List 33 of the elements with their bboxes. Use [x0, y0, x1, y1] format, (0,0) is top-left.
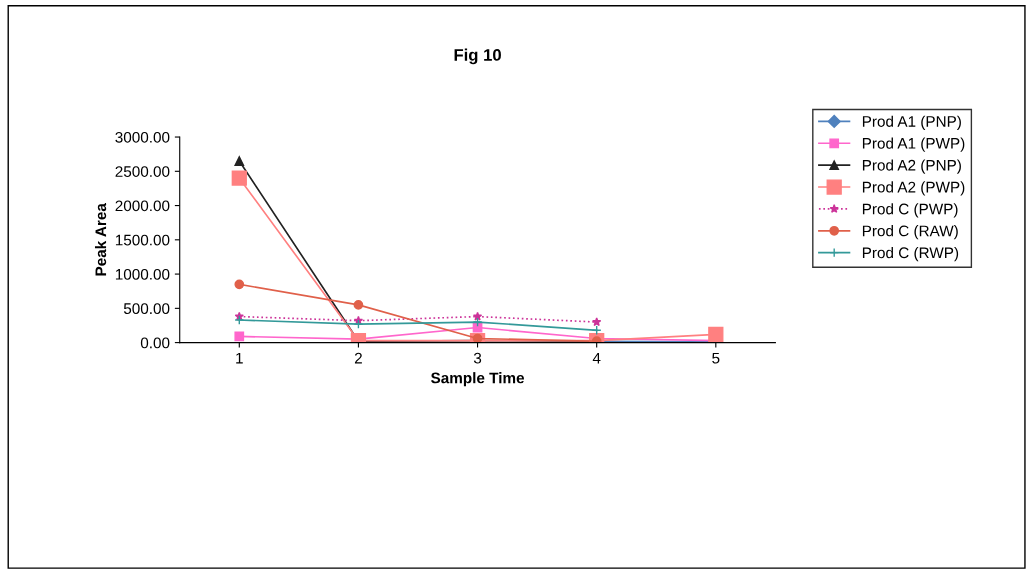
x-axis-title: Sample Time: [431, 372, 525, 387]
point: [472, 311, 483, 321]
y-tick-label: 1000.00: [115, 268, 170, 280]
x-tick-label: 2: [354, 352, 362, 364]
point: [708, 326, 724, 343]
legend-label: Prod A2 (PWP): [862, 181, 965, 196]
legend-label: Prod A2 (PNP): [862, 159, 961, 174]
x-tick-label: 1: [236, 352, 243, 364]
x-tick-label: 3: [473, 352, 482, 364]
legend-label: Prod C (RWP): [862, 246, 959, 262]
point: [234, 315, 245, 325]
legend-label: Prod A1 (PWP): [862, 137, 965, 152]
y-tick-label: 0.00: [140, 337, 170, 349]
point: [234, 279, 245, 290]
legend-label: Prod C (PWP): [862, 203, 958, 218]
y-axis-title: Peak Area: [94, 203, 107, 276]
legend-label: Prod C (RAW): [862, 225, 958, 240]
legend-label: Prod A1 (PNP): [862, 115, 961, 130]
y-tick-label: 1500.00: [115, 234, 170, 246]
point: [353, 300, 364, 310]
point: [234, 331, 245, 342]
x-tick-label: 4: [592, 352, 601, 364]
y-tick-label: 2500.00: [115, 166, 170, 177]
chart-title: Fig 10: [454, 48, 501, 65]
point: [472, 317, 483, 327]
point: [353, 319, 364, 329]
x-tick-label: 5: [712, 352, 720, 364]
y-tick-label: 2000.00: [115, 200, 170, 212]
point: [234, 156, 245, 166]
y-tick-label: 3000.00: [115, 131, 170, 143]
point: [231, 170, 247, 186]
y-tick-label: 500.00: [123, 303, 170, 315]
point: [592, 317, 602, 327]
